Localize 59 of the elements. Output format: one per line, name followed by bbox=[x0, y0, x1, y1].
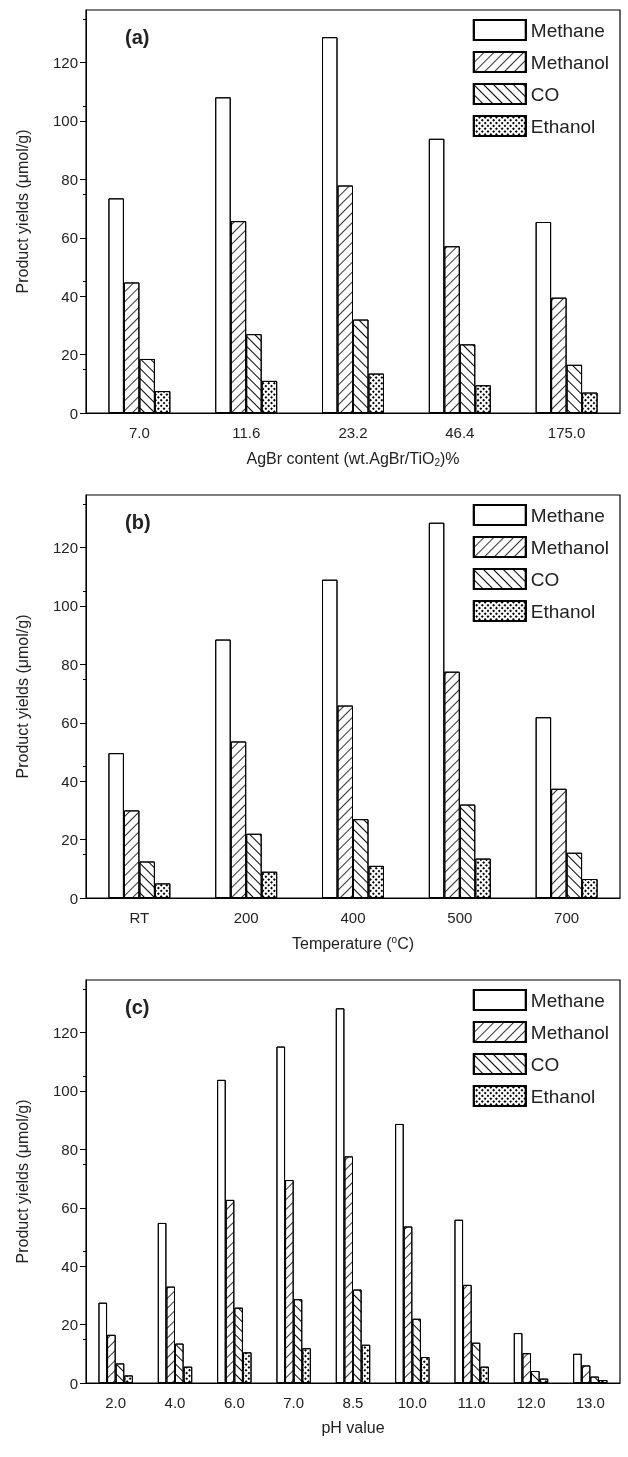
legend-label: Methane bbox=[530, 989, 605, 1011]
y-tick-label: 120 bbox=[52, 54, 78, 72]
y-tick-label: 0 bbox=[69, 404, 78, 422]
y-axis-title: Product yields (μmol/g) bbox=[13, 1099, 31, 1264]
x-tick-label: 400 bbox=[340, 909, 366, 926]
x-tick-label: 8.5 bbox=[342, 1394, 364, 1411]
y-tick-label: 0 bbox=[69, 1374, 78, 1392]
legend-label: Ethanol bbox=[530, 115, 596, 137]
x-tick-label: 4.0 bbox=[164, 1394, 186, 1411]
y-axis-title: Product yields (μmol/g) bbox=[13, 614, 31, 779]
y-tick-label: 60 bbox=[61, 1199, 78, 1217]
legend-label: Methane bbox=[530, 504, 605, 526]
x-tick-label: 12.0 bbox=[516, 1394, 546, 1411]
x-tick-label: 13.0 bbox=[575, 1394, 605, 1411]
x-tick-label: RT bbox=[129, 909, 150, 926]
x-tick-label: 700 bbox=[554, 909, 580, 926]
legend-label: CO bbox=[530, 568, 560, 590]
legend-label: Methanol bbox=[530, 536, 610, 558]
y-tick-label: 80 bbox=[61, 170, 78, 188]
x-tick-label: 46.4 bbox=[445, 424, 475, 441]
y-tick-label: 20 bbox=[61, 1316, 78, 1334]
x-tick-label: 500 bbox=[447, 909, 473, 926]
legend-label: CO bbox=[530, 83, 560, 105]
x-tick-label: 23.2 bbox=[338, 424, 368, 441]
text: (a) bbox=[125, 26, 150, 48]
y-tick-label: 20 bbox=[61, 831, 78, 849]
x-tick-label: 11.6 bbox=[232, 424, 261, 441]
x-tick-label: 7.0 bbox=[128, 424, 150, 441]
y-tick-label: 120 bbox=[52, 1024, 78, 1042]
x-tick-label: 11.0 bbox=[457, 1394, 486, 1411]
text: (c) bbox=[125, 996, 150, 1018]
legend-label: Ethanol bbox=[530, 1085, 596, 1107]
x-tick-label: 175.0 bbox=[547, 424, 586, 441]
x-axis-title: pH value bbox=[321, 1418, 385, 1436]
y-axis-title: Product yields (μmol/g) bbox=[13, 129, 31, 294]
legend-label: Methanol bbox=[530, 1021, 610, 1043]
y-tick-label: 120 bbox=[52, 539, 78, 557]
y-tick-label: 100 bbox=[52, 597, 78, 615]
y-tick-label: 40 bbox=[61, 772, 78, 790]
text: (b) bbox=[125, 511, 151, 533]
legend-label: Methane bbox=[530, 19, 605, 41]
x-tick-label: 200 bbox=[233, 909, 259, 926]
x-tick-label: 2.0 bbox=[105, 1394, 127, 1411]
legend-label: Ethanol bbox=[530, 600, 596, 622]
y-tick-label: 40 bbox=[61, 1257, 78, 1275]
x-tick-label: 10.0 bbox=[397, 1394, 427, 1411]
y-tick-label: 80 bbox=[61, 1140, 78, 1158]
y-tick-label: 100 bbox=[52, 112, 78, 130]
legend-label: CO bbox=[530, 1053, 560, 1075]
x-tick-label: 7.0 bbox=[283, 1394, 305, 1411]
y-tick-label: 60 bbox=[61, 229, 78, 247]
y-tick-label: 80 bbox=[61, 655, 78, 673]
legend-label: Methanol bbox=[530, 51, 610, 73]
y-tick-label: 40 bbox=[61, 287, 78, 305]
y-tick-label: 100 bbox=[52, 1082, 78, 1100]
y-tick-label: 20 bbox=[61, 346, 78, 364]
x-tick-label: 6.0 bbox=[223, 1394, 245, 1411]
y-tick-label: 0 bbox=[69, 889, 78, 907]
y-tick-label: 60 bbox=[61, 714, 78, 732]
